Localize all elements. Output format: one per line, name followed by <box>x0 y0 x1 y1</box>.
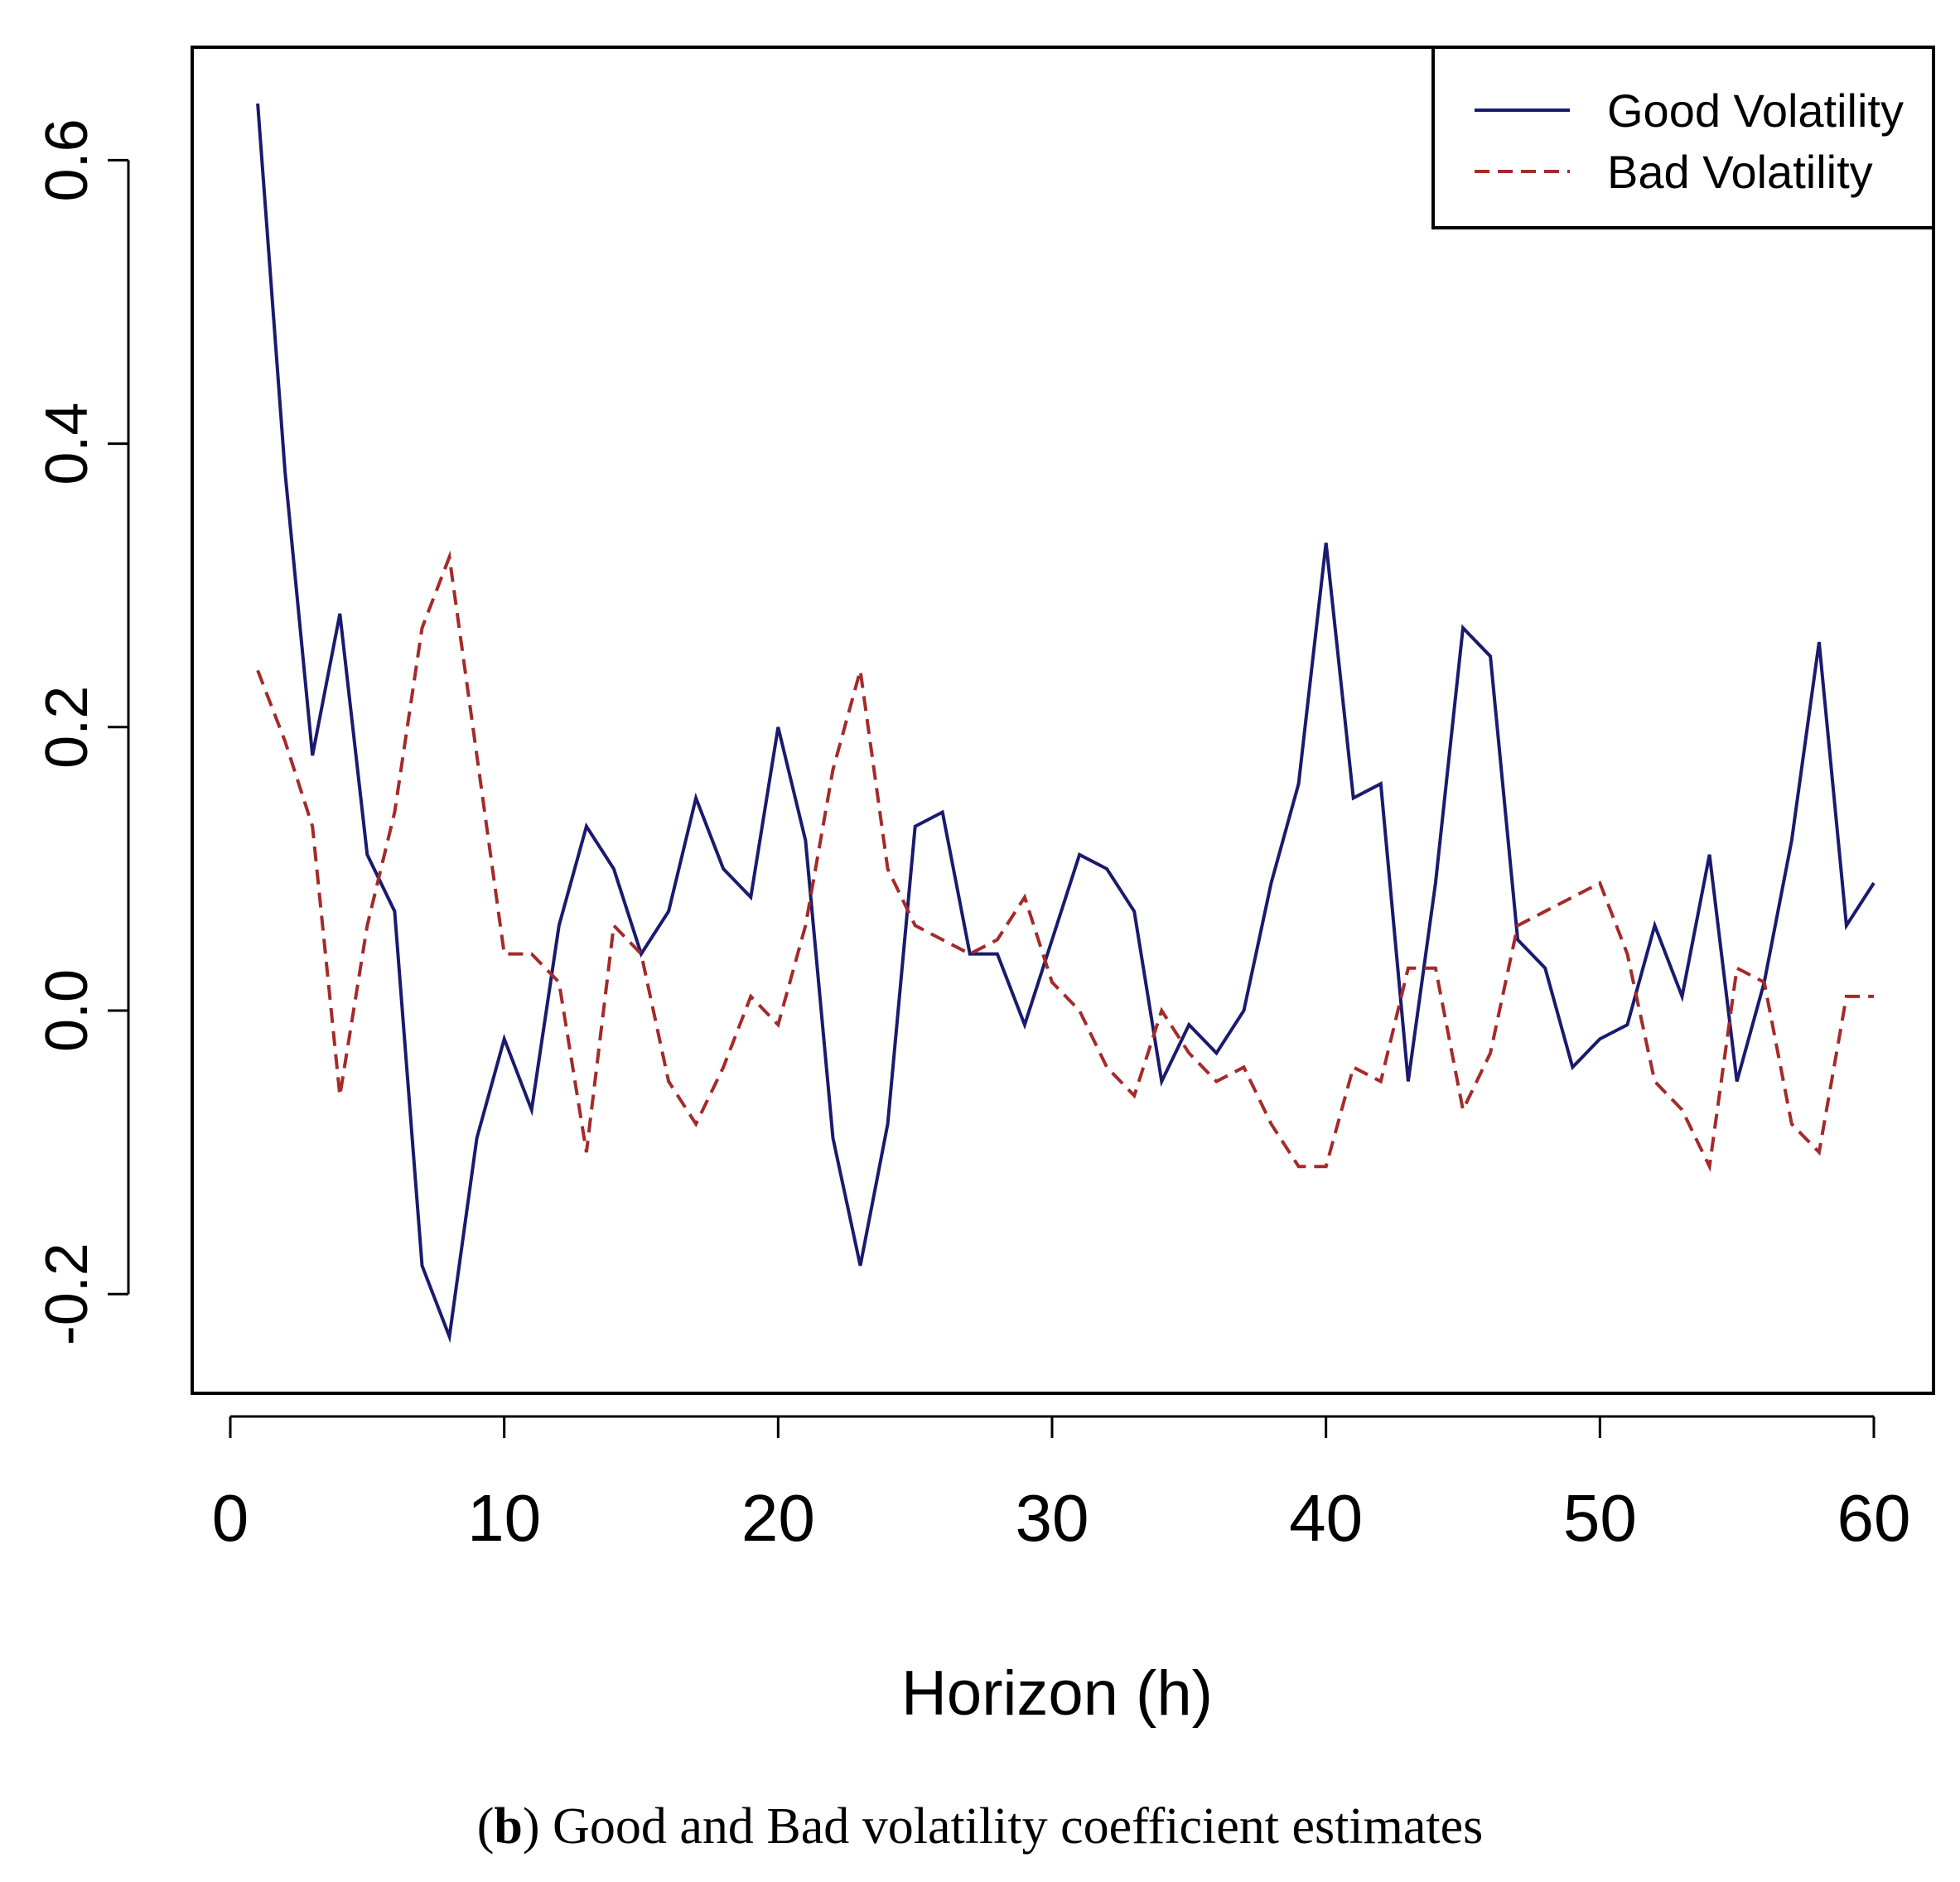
legend-label-good: Good Volatility <box>1607 84 1904 137</box>
y-tick-label: 0.0 <box>34 969 100 1052</box>
y-tick-label: 0.6 <box>34 118 100 201</box>
plot-frame <box>191 46 1935 1395</box>
y-tick-label: 0.4 <box>34 403 100 485</box>
x-tick-label: 20 <box>741 1481 815 1555</box>
figure-caption: (b) Good and Bad volatility coefficient … <box>476 1798 1484 1855</box>
x-tick-label: 60 <box>1837 1481 1911 1555</box>
series-layer <box>256 103 1876 1344</box>
x-axis-label: Horizon (h) <box>901 1658 1213 1729</box>
x-tick-label: 40 <box>1289 1481 1363 1555</box>
legend-label-bad: Bad Volatility <box>1607 146 1873 198</box>
x-tick-label: 0 <box>212 1481 249 1555</box>
y-tick-label: -0.2 <box>34 1243 100 1345</box>
x-axis: 0 10 20 30 40 50 60 <box>212 1415 1911 1555</box>
good-volatility-line <box>256 103 1876 1344</box>
caption-text: Good and Bad volatility coefficient esti… <box>553 1798 1484 1855</box>
x-tick-label: 50 <box>1563 1481 1637 1555</box>
legend-box <box>1431 46 1935 229</box>
y-tick-label: 0.2 <box>34 686 100 769</box>
y-axis: -0.2 0.0 0.2 0.4 0.6 <box>34 118 130 1345</box>
legend: Good Volatility Bad Volatility <box>1431 46 1935 229</box>
x-tick-label: 10 <box>467 1481 541 1555</box>
x-tick-label: 30 <box>1016 1481 1089 1555</box>
bad-volatility-line <box>256 550 1874 1173</box>
caption-letter: b <box>494 1798 523 1855</box>
